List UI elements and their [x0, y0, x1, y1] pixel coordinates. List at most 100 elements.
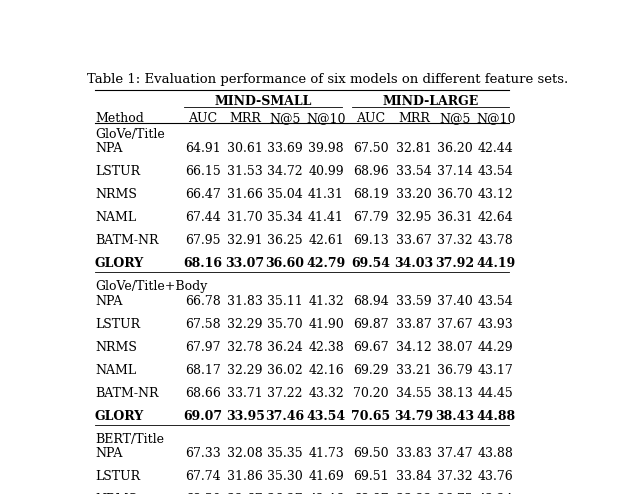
Text: 42.44: 42.44	[478, 142, 513, 155]
Text: 36.79: 36.79	[437, 364, 473, 377]
Text: 43.93: 43.93	[478, 318, 513, 331]
Text: 66.47: 66.47	[185, 188, 221, 201]
Text: 38.07: 38.07	[437, 341, 473, 354]
Text: 69.07: 69.07	[184, 410, 223, 423]
Text: AUC: AUC	[356, 112, 385, 125]
Text: 67.79: 67.79	[353, 211, 388, 224]
Text: 31.86: 31.86	[227, 470, 263, 483]
Text: N@5: N@5	[439, 112, 470, 125]
Text: 44.29: 44.29	[478, 341, 513, 354]
Text: 66.15: 66.15	[185, 165, 221, 178]
Text: 67.33: 67.33	[185, 447, 221, 460]
Text: MIND-SMALL: MIND-SMALL	[214, 95, 312, 108]
Text: 67.50: 67.50	[353, 142, 388, 155]
Text: 70.20: 70.20	[353, 387, 388, 400]
Text: 31.66: 31.66	[227, 188, 263, 201]
Text: 43.54: 43.54	[478, 165, 513, 178]
Text: N@10: N@10	[307, 112, 346, 125]
Text: NAML: NAML	[95, 364, 136, 377]
Text: 43.78: 43.78	[478, 234, 513, 247]
Text: 34.12: 34.12	[396, 341, 432, 354]
Text: 33.95: 33.95	[226, 410, 264, 423]
Text: 69.51: 69.51	[353, 470, 388, 483]
Text: 32.29: 32.29	[227, 364, 263, 377]
Text: 33.21: 33.21	[396, 364, 432, 377]
Text: 38.13: 38.13	[437, 387, 473, 400]
Text: 68.94: 68.94	[353, 295, 388, 308]
Text: 32.78: 32.78	[227, 341, 263, 354]
Text: 44.88: 44.88	[476, 410, 515, 423]
Text: 68.66: 68.66	[185, 387, 221, 400]
Text: 36.31: 36.31	[437, 211, 473, 224]
Text: 32.81: 32.81	[396, 142, 432, 155]
Text: 34.55: 34.55	[396, 387, 431, 400]
Text: AUC: AUC	[188, 112, 218, 125]
Text: GLORY: GLORY	[95, 410, 144, 423]
Text: N@5: N@5	[269, 112, 301, 125]
Text: 33.07: 33.07	[226, 257, 265, 270]
Text: 33.84: 33.84	[396, 470, 432, 483]
Text: MRR: MRR	[398, 112, 429, 125]
Text: 69.13: 69.13	[353, 234, 388, 247]
Text: 35.70: 35.70	[267, 318, 303, 331]
Text: 41.41: 41.41	[308, 211, 344, 224]
Text: 30.61: 30.61	[227, 142, 263, 155]
Text: 33.20: 33.20	[396, 188, 432, 201]
Text: NRMS: NRMS	[95, 341, 137, 354]
Text: 37.32: 37.32	[437, 234, 473, 247]
Text: 42.79: 42.79	[307, 257, 346, 270]
Text: 34.72: 34.72	[267, 165, 303, 178]
Text: 33.59: 33.59	[396, 295, 431, 308]
Text: MIND-LARGE: MIND-LARGE	[382, 95, 479, 108]
Text: 69.54: 69.54	[351, 257, 390, 270]
Text: Method: Method	[95, 112, 144, 125]
Text: 43.17: 43.17	[478, 364, 513, 377]
Text: 36.20: 36.20	[437, 142, 473, 155]
Text: 33.69: 33.69	[267, 142, 303, 155]
Text: 70.65: 70.65	[351, 410, 390, 423]
Text: 41.69: 41.69	[308, 470, 344, 483]
Text: 43.32: 43.32	[308, 387, 344, 400]
Text: 33.87: 33.87	[396, 318, 432, 331]
Text: 32.95: 32.95	[396, 211, 431, 224]
Text: 41.73: 41.73	[308, 447, 344, 460]
Text: MRR: MRR	[229, 112, 261, 125]
Text: 37.40: 37.40	[437, 295, 473, 308]
Text: 32.29: 32.29	[227, 318, 263, 331]
Text: 41.31: 41.31	[308, 188, 344, 201]
Text: 36.02: 36.02	[267, 364, 303, 377]
Text: NPA: NPA	[95, 447, 122, 460]
Text: NPA: NPA	[95, 295, 122, 308]
Text: 64.91: 64.91	[185, 142, 221, 155]
Text: 36.24: 36.24	[267, 341, 303, 354]
Text: LSTUR: LSTUR	[95, 470, 140, 483]
Text: 40.99: 40.99	[308, 165, 344, 178]
Text: 42.61: 42.61	[308, 234, 344, 247]
Text: 67.95: 67.95	[185, 234, 221, 247]
Text: NPA: NPA	[95, 142, 122, 155]
Text: 44.45: 44.45	[478, 387, 513, 400]
Text: 35.30: 35.30	[267, 470, 303, 483]
Text: LSTUR: LSTUR	[95, 318, 140, 331]
Text: 67.58: 67.58	[185, 318, 221, 331]
Text: 35.34: 35.34	[267, 211, 303, 224]
Text: 68.96: 68.96	[353, 165, 388, 178]
Text: 33.71: 33.71	[227, 387, 263, 400]
Text: 66.78: 66.78	[185, 295, 221, 308]
Text: 43.54: 43.54	[478, 295, 513, 308]
Text: 32.08: 32.08	[227, 447, 263, 460]
Text: 34.79: 34.79	[394, 410, 433, 423]
Text: 37.67: 37.67	[437, 318, 473, 331]
Text: N@10: N@10	[476, 112, 515, 125]
Text: 42.38: 42.38	[308, 341, 344, 354]
Text: 36.25: 36.25	[267, 234, 303, 247]
Text: 36.60: 36.60	[266, 257, 305, 270]
Text: 35.35: 35.35	[267, 447, 303, 460]
Text: 37.32: 37.32	[437, 470, 473, 483]
Text: 43.54: 43.54	[307, 410, 346, 423]
Text: 31.83: 31.83	[227, 295, 263, 308]
Text: 69.50: 69.50	[353, 447, 388, 460]
Text: 35.11: 35.11	[267, 295, 303, 308]
Text: LSTUR: LSTUR	[95, 165, 140, 178]
Text: 41.90: 41.90	[308, 318, 344, 331]
